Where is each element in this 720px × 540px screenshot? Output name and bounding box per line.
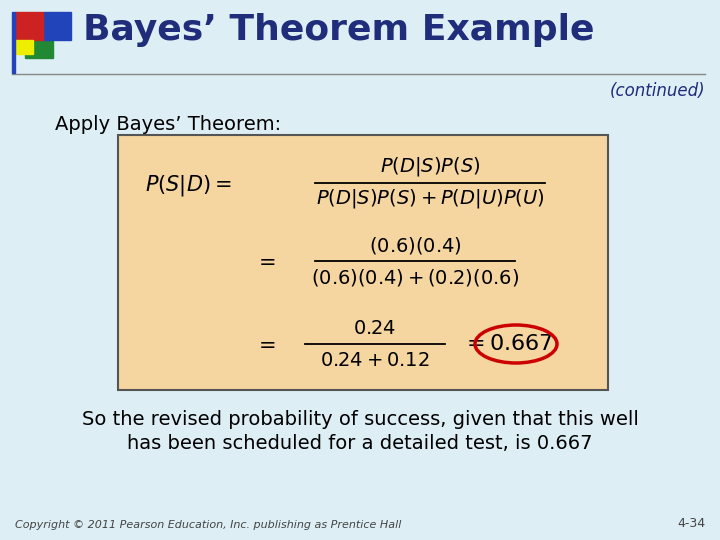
Text: Apply Bayes’ Theorem:: Apply Bayes’ Theorem: [55, 115, 281, 134]
Text: $(0.6)(0.4)+(0.2)(0.6)$: $(0.6)(0.4)+(0.2)(0.6)$ [311, 267, 519, 287]
Text: has been scheduled for a detailed test, is 0.667: has been scheduled for a detailed test, … [127, 434, 593, 453]
Bar [12, 12, 15, 73]
Text: $=$: $=$ [254, 334, 276, 354]
Text: Bayes’ Theorem Example: Bayes’ Theorem Example [83, 13, 595, 47]
Bar [15, 12, 43, 40]
Text: $P(S|D) =$: $P(S|D) =$ [145, 172, 232, 198]
Text: $0.24$: $0.24$ [354, 319, 397, 338]
FancyBboxPatch shape [118, 135, 608, 390]
Text: $(0.6)(0.4)$: $(0.6)(0.4)$ [369, 234, 462, 255]
Bar [43, 12, 71, 40]
Text: $=$: $=$ [254, 251, 276, 271]
Bar [15, 40, 33, 54]
Text: $P(D|S)P(S)+P(D|U)P(U)$: $P(D|S)P(S)+P(D|U)P(U)$ [315, 187, 544, 211]
Text: So the revised probability of success, given that this well: So the revised probability of success, g… [81, 410, 639, 429]
Text: Copyright © 2011 Pearson Education, Inc. publishing as Prentice Hall: Copyright © 2011 Pearson Education, Inc.… [15, 520, 401, 530]
Text: $0.24+0.12$: $0.24+0.12$ [320, 350, 430, 369]
Text: 4-34: 4-34 [677, 517, 705, 530]
Text: (continued): (continued) [609, 82, 705, 100]
Text: $= 0.667$: $= 0.667$ [462, 334, 553, 354]
Bar [25, 30, 53, 58]
Text: $P(D|S)P(S)$: $P(D|S)P(S)$ [379, 156, 480, 179]
